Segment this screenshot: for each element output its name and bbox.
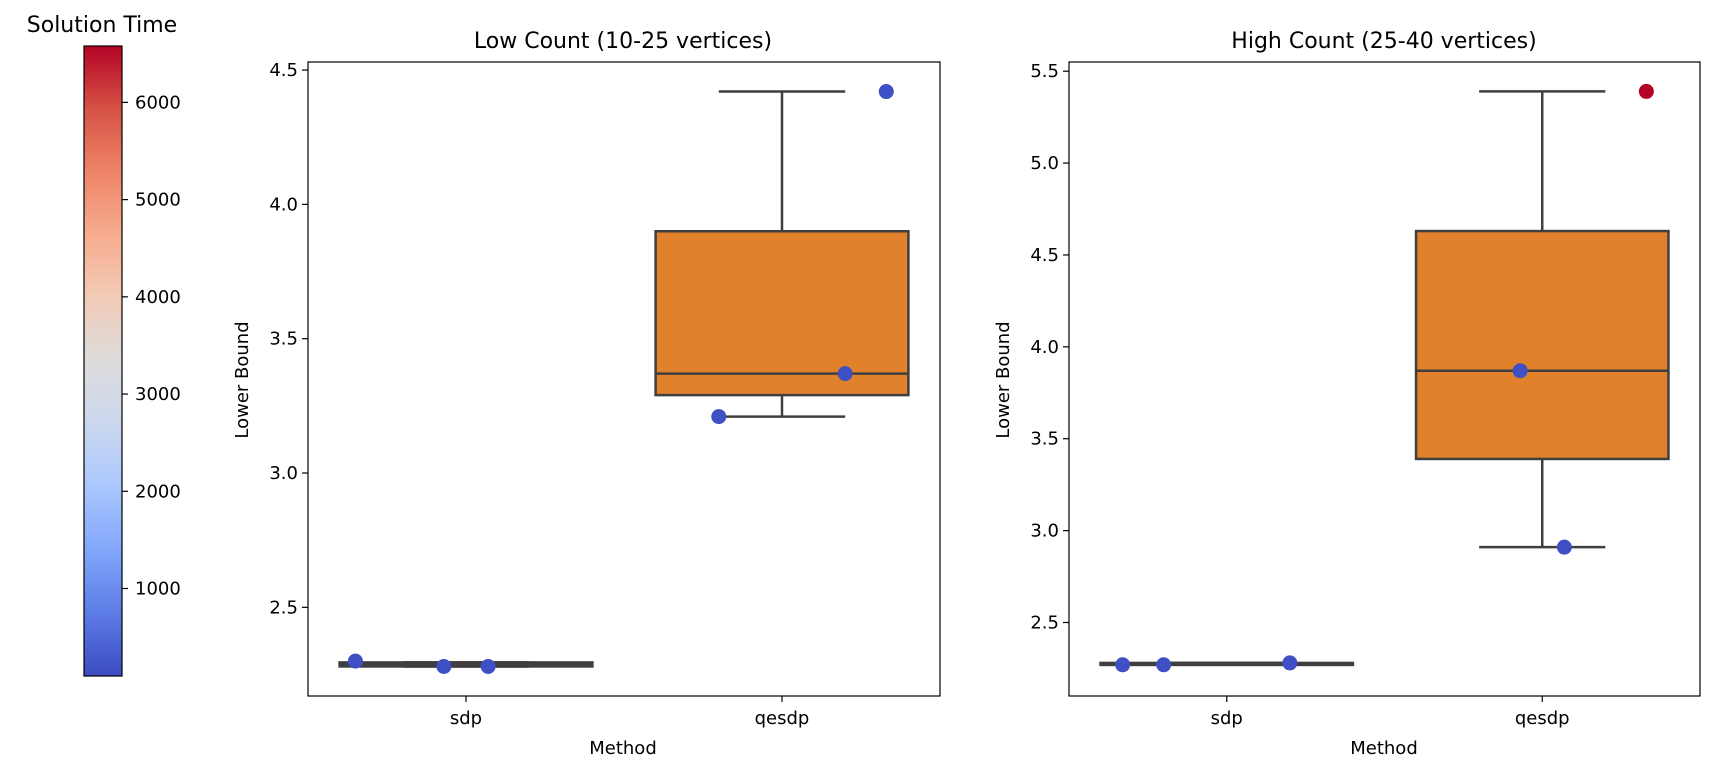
y-tick-label: 3.5 [269,329,298,350]
panel-high-count-ticks: 2.5 3.0 3.5 4.0 4.5 5.0 5.5 sdp qesdp [1030,61,1569,729]
colorbar-ticks: 1000 2000 3000 4000 5000 6000 [122,92,181,600]
panel-low-count-xlabel: Method [589,738,657,759]
data-point [436,658,452,674]
y-tick-label: 5.0 [1030,153,1059,174]
panel-low-count-title: Low Count (10-25 vertices) [474,29,772,54]
colorbar-tick-label: 5000 [135,190,181,211]
y-tick-label: 2.5 [269,597,298,618]
box-qesdp [654,229,910,397]
data-point [878,84,894,100]
y-tick-label: 3.0 [269,463,298,484]
panel-high-count-frame [1068,61,1701,697]
y-tick-label: 4.0 [1030,337,1059,358]
colorbar: Solution Time 1000 2000 3000 4000 5000 6000 [27,13,181,677]
panel-high-count-title: High Count (25-40 vertices) [1231,29,1536,54]
x-tick-label: qesdp [1515,708,1570,729]
y-tick-label: 5.5 [1030,61,1059,82]
panel-high-count-boxes [1099,90,1670,667]
data-point [837,366,853,382]
colorbar-tick-label: 3000 [135,384,181,405]
y-tick-label: 4.5 [1030,245,1059,266]
data-point [711,409,727,425]
box-qesdp [1414,229,1670,461]
y-tick-label: 3.5 [1030,429,1059,450]
data-point [347,653,363,669]
y-tick-label: 3.0 [1030,521,1059,542]
data-point [1556,539,1572,555]
data-point [1638,83,1654,99]
y-tick-label: 4.0 [269,194,298,215]
panel-low-count-boxes [338,90,910,668]
panel-low-count-ticks: 2.5 3.0 3.5 4.0 4.5 sdp qesdp [269,60,809,729]
data-point [1282,655,1298,671]
colorbar-tick-label: 2000 [135,481,181,502]
panel-low-count: Low Count (10-25 vertices) Lower Bound M… [232,29,941,759]
data-point [1156,657,1172,673]
x-tick-label: qesdp [755,708,810,729]
y-tick-label: 4.5 [269,60,298,81]
data-point [1115,657,1131,673]
data-point [480,658,496,674]
x-tick-label: sdp [450,708,482,729]
y-tick-label: 2.5 [1030,612,1059,633]
panel-high-count-ylabel: Lower Bound [993,321,1014,438]
panel-low-count-frame [307,61,941,697]
panel-low-count-points [347,84,894,674]
colorbar-tick-label: 1000 [135,579,181,600]
colorbar-gradient [83,45,123,677]
data-point [1512,363,1528,379]
x-tick-label: sdp [1211,708,1243,729]
panel-high-count-xlabel: Method [1350,738,1418,759]
panel-low-count-ylabel: Lower Bound [232,321,253,438]
colorbar-tick-label: 4000 [135,287,181,308]
colorbar-tick-label: 6000 [135,92,181,113]
panel-high-count-points [1115,83,1654,673]
colorbar-title: Solution Time [27,13,177,38]
panel-high-count: High Count (25-40 vertices) Lower Bound … [993,29,1701,759]
